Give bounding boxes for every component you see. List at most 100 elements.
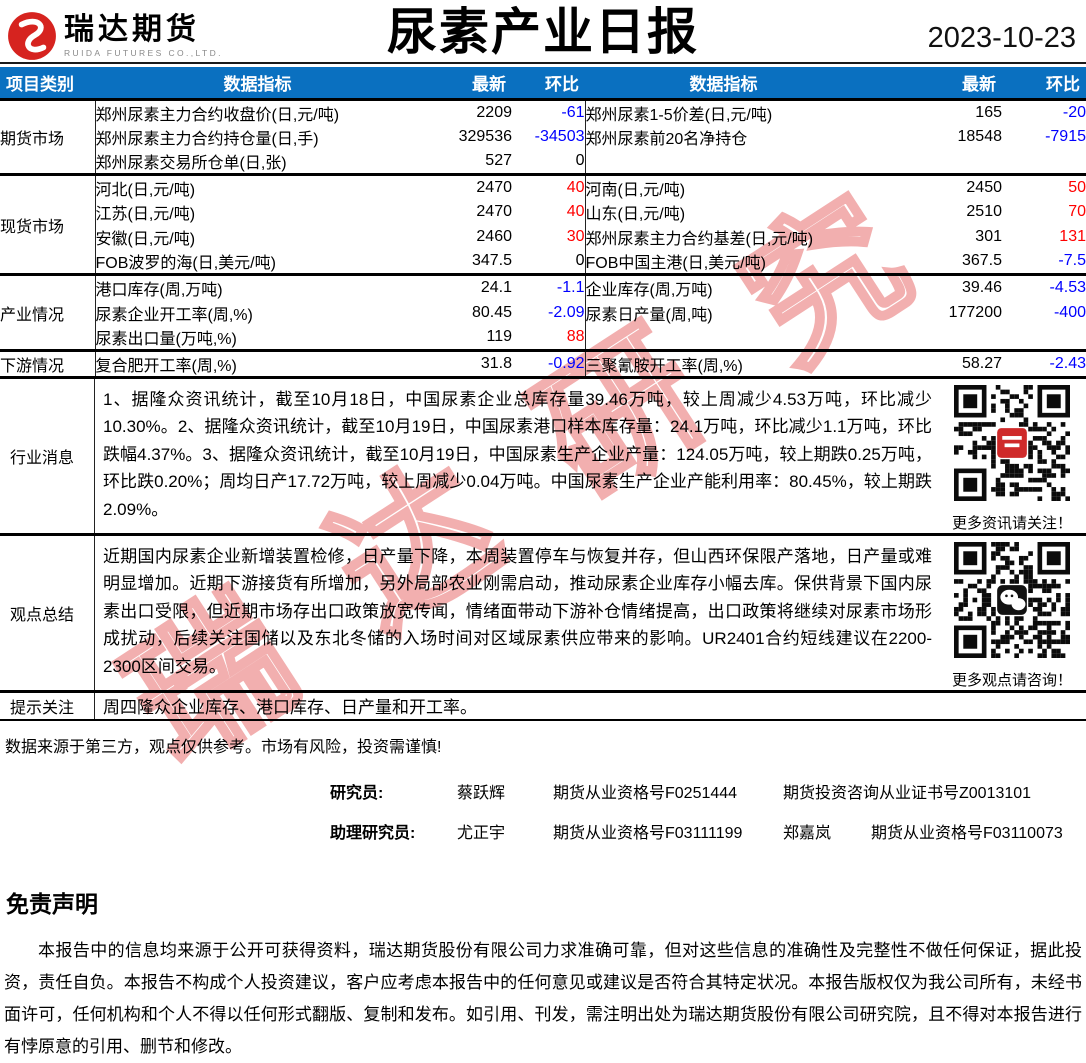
change-value: -0.92 [512, 350, 586, 376]
researcher-cert2: 期货投资咨询从业证书号Z0013101 [783, 784, 1032, 802]
change-value: -20 [1062, 103, 1086, 121]
table-header-row: 项目类别 数据指标 最新 环比 数据指标 最新 环比 [0, 67, 1086, 99]
change-value: -1.1 [512, 274, 586, 301]
table-row: 郑州尿素主力合约持仓量(日,手) 329536 -34503 郑州尿素前20名净持仓 1… [0, 124, 1086, 150]
viewpoint-text: 近期国内尿素企业新增装置检修，日产量下降，本周装置停车与恢复并存，但山西环保限产… [103, 546, 932, 676]
indicator-name: FOB波罗的海(日,美元/吨) [95, 255, 276, 273]
indicator-name: FOB中国主港(日,美元/吨) [585, 255, 766, 273]
qr-code-wechat [954, 541, 1070, 663]
company-logo: 瑞达期货 RUIDA FUTURES CO.,LTD. [6, 10, 223, 62]
latest-value: 80.45 [471, 303, 512, 321]
section-label: 行业消息 [0, 378, 95, 533]
company-subtitle: RUIDA FUTURES CO.,LTD. [64, 48, 223, 58]
table-row: FOB波罗的海(日,美元/吨) 347.5 0 FOB中国主港(日,美元/吨) 367.… [0, 249, 1086, 275]
latest-value: 329536 [458, 127, 512, 145]
latest-value: 2470 [476, 179, 512, 197]
col-header-latest-r: 最新 [862, 67, 1002, 99]
latest-value [862, 149, 1002, 175]
category-label: 产业情况 [0, 274, 96, 351]
latest-value: 177200 [948, 303, 1002, 321]
change-value: 0 [512, 149, 586, 175]
change-value: -2.09 [512, 300, 586, 325]
col-header-indicator-l: 数据指标 [95, 67, 420, 99]
change-value: 0 [512, 249, 586, 275]
indicator-name: 尿素日产量(周,吨) [585, 306, 713, 324]
latest-value [862, 325, 1002, 351]
indicator-name [585, 149, 862, 175]
change-value: -7915 [1045, 127, 1086, 145]
section-label: 观点总结 [0, 535, 95, 690]
change-value: -400 [1053, 303, 1086, 321]
indicator-name: 安徽(日,元/吨) [95, 230, 196, 248]
table-row: 郑州尿素交易所仓单(日,张) 527 0 [0, 149, 1086, 175]
table-section-现货市场: 现货市场 河北(日,元/吨) 2470 40 河南(日,元/吨) 2450 50 江苏(日,元… [0, 174, 1086, 275]
researcher-row: 研究员: 蔡跃辉 期货从业资格号F0251444 期货投资咨询从业证书号Z001… [330, 779, 1086, 803]
latest-value: 119 [486, 327, 512, 345]
latest-value: 2510 [966, 203, 1002, 221]
section-industry-news: 行业消息 1、据隆众资讯统计，截至10月18日，中国尿素企业总库存量39.46万… [0, 375, 1086, 533]
researcher-row: 助理研究员: 尤正宇 期货从业资格号F03111199 郑嘉岚 期货从业资格号F… [330, 819, 1086, 843]
change-value: -34503 [512, 124, 586, 150]
researcher-cert: 期货从业资格号F03111199 [553, 824, 743, 842]
change-value: 50 [1068, 179, 1086, 197]
category-label: 现货市场 [0, 174, 96, 275]
latest-value: 301 [975, 227, 1002, 245]
col-header-category: 项目类别 [0, 67, 95, 99]
indicator-name: 郑州尿素1-5价差(日,元/吨) [585, 106, 773, 124]
qr-caption-news: 更多资讯请关注！ [951, 514, 1072, 532]
latest-value: 24.1 [480, 279, 512, 297]
table-row: 期货市场 郑州尿素主力合约收盘价(日,元/吨) 2209 -61 郑州尿素1-5价差(日… [0, 99, 1086, 175]
researcher-role: 研究员: [330, 784, 384, 802]
indicator-name: 江苏(日,元/吨) [95, 206, 196, 224]
indicator-name: 复合肥开工率(周,%) [95, 357, 237, 375]
change-value: -7.5 [1058, 252, 1086, 270]
latest-value: 367.5 [961, 252, 1002, 270]
section-label: 提示关注 [0, 692, 95, 719]
ruida-logo-icon [8, 12, 56, 60]
latest-value: 165 [975, 103, 1002, 121]
indicator-name [585, 325, 862, 351]
researcher-cert2: 期货从业资格号F03110073 [871, 824, 1063, 842]
table-row: 尿素企业开工率(周,%) 80.45 -2.09 尿素日产量(周,吨) 177200 -4… [0, 300, 1086, 325]
change-value: -2.43 [1049, 354, 1086, 372]
latest-value: 2209 [476, 103, 512, 121]
category-label: 期货市场 [0, 99, 96, 175]
indicator-name: 郑州尿素主力合约持仓量(日,手) [95, 130, 319, 148]
indicator-name: 郑州尿素主力合约基差(日,元/吨) [585, 230, 814, 248]
latest-value: 39.46 [961, 279, 1002, 297]
table-row: 现货市场 河北(日,元/吨) 2470 40 河南(日,元/吨) 2450 50 [0, 174, 1086, 275]
indicator-name: 港口库存(周,万吨) [95, 282, 223, 300]
watch-text: 周四隆众企业库存、港口库存、日产量和开工率。 [103, 698, 477, 718]
risk-note: 数据来源于第三方，观点仅供参考。市场有风险，投资需谨慎! [5, 738, 442, 756]
latest-value: 2450 [966, 179, 1002, 197]
researcher-name: 蔡跃辉 [457, 784, 506, 802]
report-date: 2023-10-23 [927, 22, 1076, 54]
latest-value: 31.8 [480, 354, 512, 372]
indicator-name: 三聚氰胺开工率(周,%) [585, 357, 743, 375]
indicator-name: 尿素出口量(万吨,%) [95, 330, 237, 348]
disclaimer-heading: 免责声明 [6, 890, 98, 917]
change-value: 131 [1059, 227, 1086, 245]
table-row: 安徽(日,元/吨) 2460 30 郑州尿素主力合约基差(日,元/吨) 301 131 [0, 224, 1086, 250]
table-section-产业情况: 产业情况 港口库存(周,万吨) 24.1 -1.1 企业库存(周,万吨) 39.46 -4.… [0, 274, 1086, 351]
indicator-name: 山东(日,元/吨) [585, 206, 686, 224]
indicator-name: 郑州尿素前20名净持仓 [585, 130, 748, 148]
industry-news-text: 1、据隆众资讯统计，截至10月18日，中国尿素企业总库存量39.46万吨，较上周… [103, 389, 932, 519]
change-value: 40 [512, 174, 586, 201]
change-value [1002, 149, 1086, 175]
table-section-下游情况: 下游情况 复合肥开工率(周,%) 31.8 -0.92 三聚氰胺开工率(周,%) 58.2… [0, 350, 1086, 376]
table-row: 尿素出口量(万吨,%) 119 88 [0, 324, 1086, 351]
change-value [1002, 325, 1086, 351]
indicator-name: 郑州尿素主力合约收盘价(日,元/吨) [95, 106, 340, 124]
table-row: 江苏(日,元/吨) 2470 40 山东(日,元/吨) 2510 70 [0, 200, 1086, 225]
change-value: 40 [512, 200, 586, 225]
category-label: 下游情况 [0, 350, 96, 376]
report-header: 瑞达期货 RUIDA FUTURES CO.,LTD. 尿素产业日报 2023-… [0, 0, 1086, 64]
company-name: 瑞达期货 [64, 13, 200, 46]
col-header-latest-l: 最新 [420, 67, 512, 99]
researcher-block: 研究员: 蔡跃辉 期货从业资格号F0251444 期货投资咨询从业证书号Z001… [330, 779, 1086, 843]
researcher-name2: 郑嘉岚 [783, 824, 832, 842]
indicator-name: 河南(日,元/吨) [585, 182, 686, 200]
table-section-期货市场: 期货市场 郑州尿素主力合约收盘价(日,元/吨) 2209 -61 郑州尿素1-5价差(日… [0, 99, 1086, 175]
latest-value: 58.27 [961, 354, 1002, 372]
